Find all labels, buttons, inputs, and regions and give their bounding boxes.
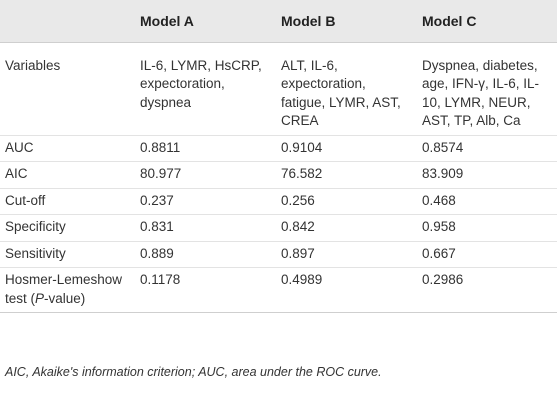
row-label: Cut-off	[0, 188, 135, 215]
cell-model-b: ALT, IL-6, expectoration, fatigue, LYMR,…	[276, 42, 417, 136]
row-label: Sensitivity	[0, 241, 135, 268]
cell-model-c: 0.667	[417, 241, 557, 268]
cell-model-a: 0.1178	[135, 267, 276, 313]
model-comparison-table: Model A Model B Model C Variables IL-6, …	[0, 0, 557, 313]
table-row-variables: Variables IL-6, LYMR, HsCRP, expectorati…	[0, 42, 557, 136]
cell-model-a: 0.8811	[135, 135, 276, 162]
row-label: Variables	[0, 42, 135, 136]
row-label: AIC	[0, 161, 135, 189]
header-model-a: Model A	[135, 0, 276, 43]
cell-model-a: 0.889	[135, 241, 276, 268]
cell-model-c: 0.2986	[417, 267, 557, 313]
cell-model-b: 0.256	[276, 188, 417, 215]
cell-model-c: 83.909	[417, 161, 557, 189]
table-row-aic: AIC 80.977 76.582 83.909	[0, 161, 557, 189]
row-label: Specificity	[0, 214, 135, 242]
table-footnote: AIC, Akaike's information criterion; AUC…	[5, 365, 382, 379]
cell-model-c: Dyspnea, diabetes, age, IFN-γ, IL-6, IL-…	[417, 42, 557, 136]
cell-model-b: 0.897	[276, 241, 417, 268]
cell-model-b: 0.4989	[276, 267, 417, 313]
header-empty	[0, 0, 135, 43]
table-row-specificity: Specificity 0.831 0.842 0.958	[0, 214, 557, 242]
cell-model-b: 0.842	[276, 214, 417, 242]
row-label-pre: Hosmer-Lemeshow test (	[5, 272, 123, 306]
cell-model-b: 76.582	[276, 161, 417, 189]
cell-model-b: 0.9104	[276, 135, 417, 162]
header-row: Model A Model B Model C	[0, 0, 557, 43]
table-row-cutoff: Cut-off 0.237 0.256 0.468	[0, 188, 557, 215]
cell-model-c: 0.958	[417, 214, 557, 242]
cell-model-a: IL-6, LYMR, HsCRP, expectoration, dyspne…	[135, 42, 276, 136]
table-row-auc: AUC 0.8811 0.9104 0.8574	[0, 135, 557, 162]
row-label: AUC	[0, 135, 135, 162]
header-model-b: Model B	[276, 0, 417, 43]
cell-model-c: 0.468	[417, 188, 557, 215]
table-row-hosmer-lemeshow: Hosmer-Lemeshow test (P-value) 0.1178 0.…	[0, 267, 557, 313]
row-label-italic: P	[35, 290, 45, 306]
cell-model-c: 0.8574	[417, 135, 557, 162]
header-model-c: Model C	[417, 0, 557, 43]
table-row-sensitivity: Sensitivity 0.889 0.897 0.667	[0, 241, 557, 268]
cell-model-a: 80.977	[135, 161, 276, 189]
cell-model-a: 0.237	[135, 188, 276, 215]
row-label: Hosmer-Lemeshow test (P-value)	[0, 267, 135, 313]
cell-model-a: 0.831	[135, 214, 276, 242]
row-label-post: -value)	[44, 290, 86, 306]
